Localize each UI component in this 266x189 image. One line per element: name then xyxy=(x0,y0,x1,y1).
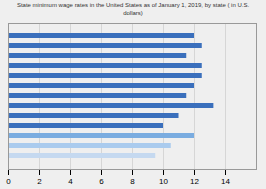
svg-text:14: 14 xyxy=(221,177,230,186)
html-text:State minimum wage rates in th: State minimum wage rates in the United S… xyxy=(16,2,250,16)
svg-text:2: 2 xyxy=(37,177,42,186)
svg-text:4: 4 xyxy=(68,177,73,186)
svg-text:10: 10 xyxy=(159,177,168,186)
svg-text:12: 12 xyxy=(190,177,199,186)
svg-text:6: 6 xyxy=(99,177,104,186)
svg-text:8: 8 xyxy=(130,177,135,186)
svg-text:0: 0 xyxy=(6,177,11,186)
